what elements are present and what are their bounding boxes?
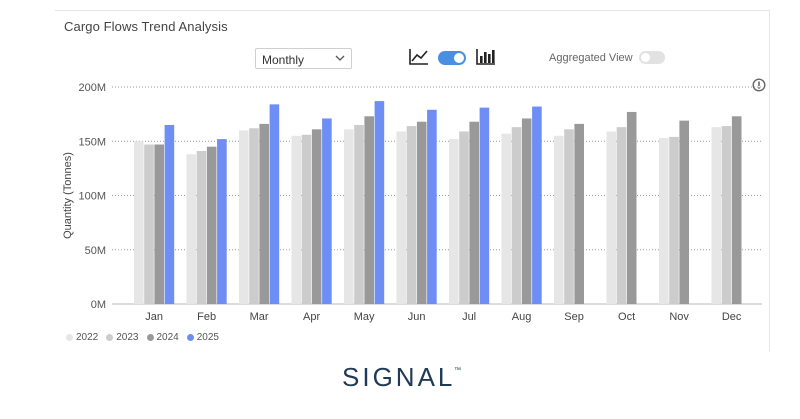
bar-2024-dec: [731, 116, 742, 304]
period-dropdown[interactable]: Monthly: [255, 48, 352, 69]
x-tick-label: Nov: [669, 311, 689, 323]
y-tick-label: 200M: [78, 82, 106, 94]
bar-chart-icon[interactable]: [475, 47, 497, 67]
bar-2022-jun: [396, 131, 407, 304]
y-tick-label: 50M: [85, 245, 106, 257]
legend-swatch: [106, 334, 114, 341]
y-tick-label: 150M: [78, 136, 106, 148]
bar-2023-jun: [406, 126, 417, 304]
aggregated-view-label: Aggregated View: [549, 52, 633, 64]
bar-2024-nov: [679, 120, 689, 304]
bar-2025-jun: [427, 109, 437, 304]
x-tick-label: Jun: [408, 311, 426, 323]
x-tick-label: Mar: [250, 311, 269, 323]
bar-2024-feb: [206, 146, 217, 304]
legend-swatch: [66, 334, 73, 341]
chevron-down-icon: [335, 55, 345, 61]
bar-2025-feb: [217, 139, 227, 304]
bar-2025-mar: [269, 104, 280, 304]
bar-2025-jan: [164, 124, 175, 304]
legend-item-2025[interactable]: 2025: [186, 332, 219, 343]
signal-logo-mark: SIGNAL ™: [342, 362, 461, 392]
legend-label: 2022: [76, 332, 99, 343]
bar-2025-aug: [532, 106, 542, 304]
bar-2022-jan: [134, 141, 144, 304]
bar-2023-jul: [459, 131, 469, 304]
aggregated-view-toggle-knob: [641, 53, 650, 62]
legend-label: 2025: [196, 332, 219, 343]
x-tick-label: Apr: [303, 311, 320, 323]
bar-2025-apr: [322, 118, 332, 304]
bar-2024-jun: [416, 121, 427, 304]
y-tick-label: 0M: [91, 299, 106, 311]
period-dropdown-value: Monthly: [262, 53, 305, 67]
bar-2025-may: [374, 101, 385, 304]
bar-2024-sep: [574, 123, 584, 304]
bar-2022-sep: [554, 135, 564, 304]
bar-2022-feb: [186, 154, 197, 304]
x-tick-label: Jan: [145, 311, 163, 323]
chart-type-toggle-knob: [454, 53, 464, 63]
x-tick-label: May: [354, 311, 375, 323]
bar-2022-mar: [239, 130, 249, 304]
bar-2024-oct: [626, 111, 637, 304]
x-tick-label: Sep: [564, 311, 584, 323]
bar-2022-apr: [291, 135, 302, 304]
x-tick-label: Dec: [722, 311, 742, 323]
chart-type-toggle[interactable]: [438, 51, 466, 65]
bar-2023-feb: [196, 151, 207, 304]
bar-2023-jan: [144, 144, 154, 304]
bar-2022-jul: [449, 139, 459, 304]
signal-logo: SIGNAL ™: [342, 362, 462, 392]
bar-2022-dec: [711, 127, 722, 305]
x-tick-label: Oct: [618, 311, 635, 323]
svg-text:™: ™: [454, 367, 461, 374]
bar-2023-mar: [249, 128, 259, 304]
legend-item-2022[interactable]: 2022: [66, 332, 98, 343]
bar-2025-jul: [479, 107, 490, 305]
y-axis-title: Quantity (Tonnes): [62, 152, 74, 239]
legend-swatch: [146, 334, 154, 341]
bar-2023-may: [354, 124, 364, 304]
bar-2024-apr: [311, 129, 322, 304]
legend-label: 2024: [156, 332, 179, 343]
bar-2024-aug: [521, 118, 532, 304]
bar-2022-may: [344, 129, 354, 304]
line-chart-icon[interactable]: [408, 47, 430, 67]
x-tick-label: Jul: [462, 311, 476, 323]
chart-title: Cargo Flows Trend Analysis: [64, 19, 228, 34]
bar-2024-jul: [469, 121, 479, 304]
legend-item-2024[interactable]: 2024: [146, 332, 179, 343]
legend-swatch: [186, 334, 194, 341]
x-tick-label: Aug: [512, 311, 532, 323]
svg-text:SIGNAL: SIGNAL: [342, 362, 455, 392]
bar-2023-oct: [616, 127, 627, 305]
x-tick-label: Feb: [197, 311, 216, 323]
bar-2023-aug: [511, 127, 522, 305]
legend-item-2023[interactable]: 2023: [106, 332, 139, 343]
bar-2023-sep: [564, 129, 574, 304]
info-icon[interactable]: [752, 78, 766, 92]
bar-2024-mar: [259, 123, 269, 304]
bar-2023-apr: [301, 134, 312, 304]
bar-2023-dec: [721, 126, 732, 304]
aggregated-view-toggle[interactable]: [639, 51, 665, 64]
bar-2022-nov: [659, 137, 669, 304]
legend-label: 2023: [116, 332, 139, 343]
bar-2024-may: [364, 116, 374, 304]
chart-legend: 2022 2023 2024 2025: [66, 332, 227, 343]
bar-2024-jan: [154, 144, 164, 304]
y-tick-label: 100M: [78, 191, 106, 203]
bar-2023-nov: [669, 136, 679, 304]
bar-2022-aug: [501, 133, 512, 304]
bar-2022-oct: [606, 131, 617, 304]
